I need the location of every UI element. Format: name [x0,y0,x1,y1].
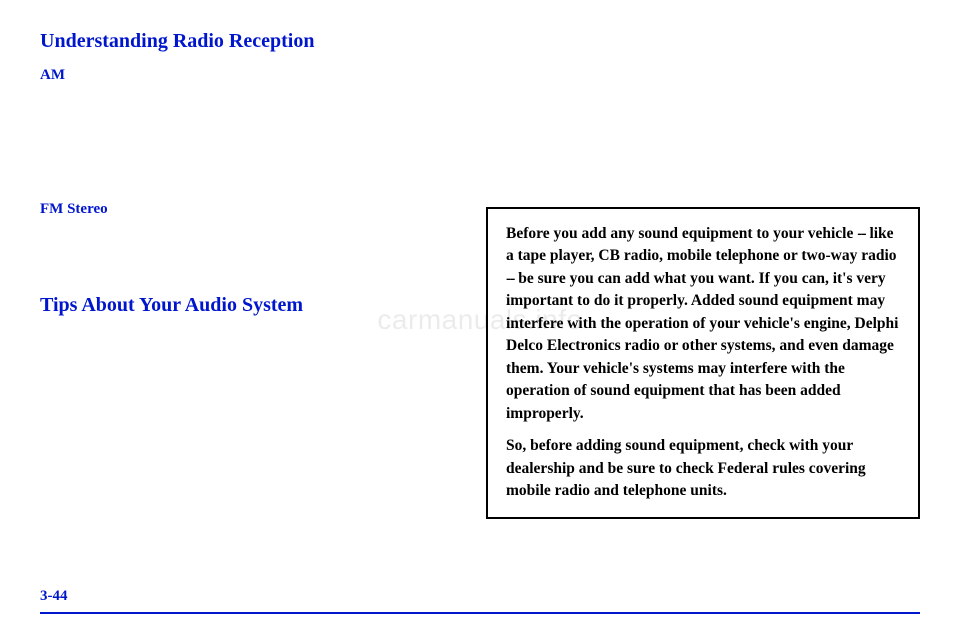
am-body-text: The range for most AM stations is greate… [40,89,450,190]
fm-body-text: FM stereo will give you the best sound, … [40,223,450,284]
section-title-tips: Tips About Your Audio System [40,292,450,319]
section-title-reception: Understanding Radio Reception [40,28,450,55]
left-column: Understanding Radio Reception AM The ran… [40,28,450,519]
footer-rule [40,612,920,614]
subheading-am: AM [40,65,450,85]
right-column: Before you add any sound equipment to yo… [486,28,920,519]
notice-paragraph-1: Before you add any sound equipment to yo… [506,223,900,425]
subheading-fm: FM Stereo [40,199,450,219]
tips-body-text: Hearing damage from loud noise is almost… [40,329,450,471]
two-column-layout: Understanding Radio Reception AM The ran… [40,28,920,519]
notice-paragraph-2: So, before adding sound equipment, check… [506,435,900,502]
page-number: 3-44 [40,586,68,606]
notice-callout-box: Before you add any sound equipment to yo… [486,207,920,519]
